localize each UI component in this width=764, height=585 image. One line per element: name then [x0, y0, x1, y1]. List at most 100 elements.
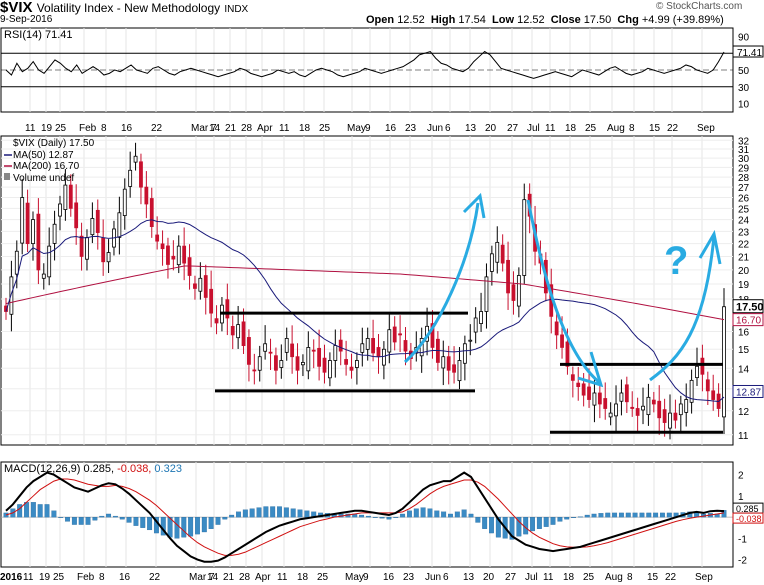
- macd-histogram-bar: [201, 517, 207, 533]
- macd-histogram-bar: [51, 510, 57, 518]
- macd-histogram-bar: [564, 517, 570, 520]
- price-y-tick: 11: [738, 431, 749, 442]
- candle-body: [9, 276, 14, 315]
- candle-body: [522, 199, 527, 276]
- macd-histogram-bar: [236, 511, 241, 518]
- candle-body: [560, 334, 564, 348]
- rsi-y-tick: 90: [738, 32, 750, 43]
- macd-histogram-bar: [99, 515, 105, 518]
- macd-histogram-bar: [509, 517, 515, 540]
- macd-histogram-bar: [400, 513, 406, 518]
- candle-body: [214, 318, 219, 324]
- candle-body: [473, 317, 478, 333]
- annotation-arrow-up-1: [403, 202, 480, 364]
- candle-body: [176, 245, 181, 266]
- candle-body: [495, 241, 500, 263]
- candle-body: [41, 273, 46, 279]
- macd-histogram-bar: [126, 517, 132, 523]
- x-tick-label-top: 13: [465, 123, 477, 134]
- annotation-arrow-up-2: [649, 235, 716, 382]
- candle-body: [668, 412, 672, 429]
- x-tick-label-top: 11: [25, 123, 36, 134]
- candle-body: [403, 340, 408, 352]
- ma200-legend: MA(200) 16.70: [13, 161, 80, 172]
- macd-histogram-bar: [577, 516, 583, 518]
- low-value: 12.52: [517, 14, 545, 26]
- volume-legend: Volume undef: [13, 173, 74, 184]
- x-tick-label-bottom: Apr: [255, 572, 271, 583]
- macd-histogram-bar: [71, 517, 77, 525]
- candle-body: [166, 245, 170, 265]
- annotation-arrow-down: [526, 199, 601, 385]
- candle-body: [506, 259, 510, 294]
- x-tick-label-bottom: 28: [239, 572, 251, 583]
- x-tick-label-top: May: [347, 123, 366, 134]
- candle-body: [74, 202, 79, 229]
- candle-body: [689, 379, 694, 403]
- macd-histogram-bar: [277, 506, 282, 518]
- macd-histogram-bar: [653, 512, 659, 518]
- macd-signal-line: [5, 478, 725, 556]
- volume-legend-swatch: [4, 173, 10, 180]
- rsi-value-box: [732, 45, 764, 58]
- candle-body: [171, 255, 176, 260]
- candle-body: [31, 219, 35, 245]
- candle-body: [247, 337, 251, 365]
- macd-histogram-bar: [270, 506, 276, 518]
- macd-histogram-bar: [283, 507, 289, 518]
- macd-histogram-bar: [263, 506, 269, 518]
- candle-body: [139, 161, 143, 188]
- candle-body: [268, 351, 273, 354]
- candle-body: [468, 339, 473, 342]
- x-tick-label-top: 27: [507, 123, 519, 134]
- x-tick-label-top: 22: [151, 123, 163, 134]
- candle-body: [608, 412, 613, 418]
- macd-histogram-bar: [536, 517, 542, 529]
- price-y-tick: 32: [738, 136, 750, 147]
- candle-body: [349, 366, 354, 371]
- signal-value-box: [732, 512, 764, 524]
- x-tick-label-top: 18: [565, 123, 577, 134]
- macd-histogram-bar: [557, 517, 563, 522]
- candle-body: [479, 311, 483, 324]
- x-tick-label-bottom: 18: [297, 572, 309, 583]
- candle-body: [344, 359, 349, 365]
- candle-body: [241, 321, 246, 346]
- macd-histogram-bar: [413, 508, 419, 518]
- macd-histogram-bar: [584, 514, 590, 518]
- rsi-line: [5, 50, 725, 79]
- macd-y-tick: -2: [738, 556, 747, 567]
- candle-body: [338, 339, 343, 352]
- candle-body: [592, 392, 597, 406]
- candle-body: [47, 245, 52, 278]
- annotation-question-mark: ?: [664, 239, 688, 283]
- candle-body: [25, 202, 30, 245]
- x-tick-label-top: 9: [365, 123, 371, 134]
- candle-body: [678, 403, 683, 416]
- candle-body: [193, 283, 197, 289]
- price-panel-frame: [0, 135, 734, 446]
- macd-histogram-bar: [229, 514, 235, 518]
- x-tick-label-bottom: 22: [665, 572, 677, 583]
- ohlc-readout: Open 12.52 High 17.54 Low 12.52 Close 17…: [366, 14, 724, 26]
- credit[interactable]: © StockCharts.com: [656, 1, 743, 12]
- x-tick-label-top: 11: [279, 123, 290, 134]
- x-tick-label-top: 16: [385, 123, 397, 134]
- x-tick-label-top: Jun: [427, 123, 443, 134]
- candle-body: [430, 323, 435, 348]
- candle-body: [317, 347, 322, 367]
- candle-body: [198, 277, 203, 292]
- candle-body: [63, 184, 68, 210]
- x-tick-label-bottom: 11: [23, 572, 34, 583]
- candle-body: [705, 379, 710, 392]
- candle-body: [79, 235, 84, 257]
- symbol: $VIX: [0, 0, 33, 16]
- price-y-tick: 24: [738, 216, 750, 227]
- candle-body: [333, 345, 338, 361]
- macd-histogram-bar: [181, 517, 187, 538]
- macd-y-tick: 1: [738, 492, 744, 503]
- macd-histogram-bar: [174, 517, 180, 539]
- macd-histogram-bar: [242, 509, 248, 518]
- annotation-arrowhead-up-2: [698, 229, 722, 265]
